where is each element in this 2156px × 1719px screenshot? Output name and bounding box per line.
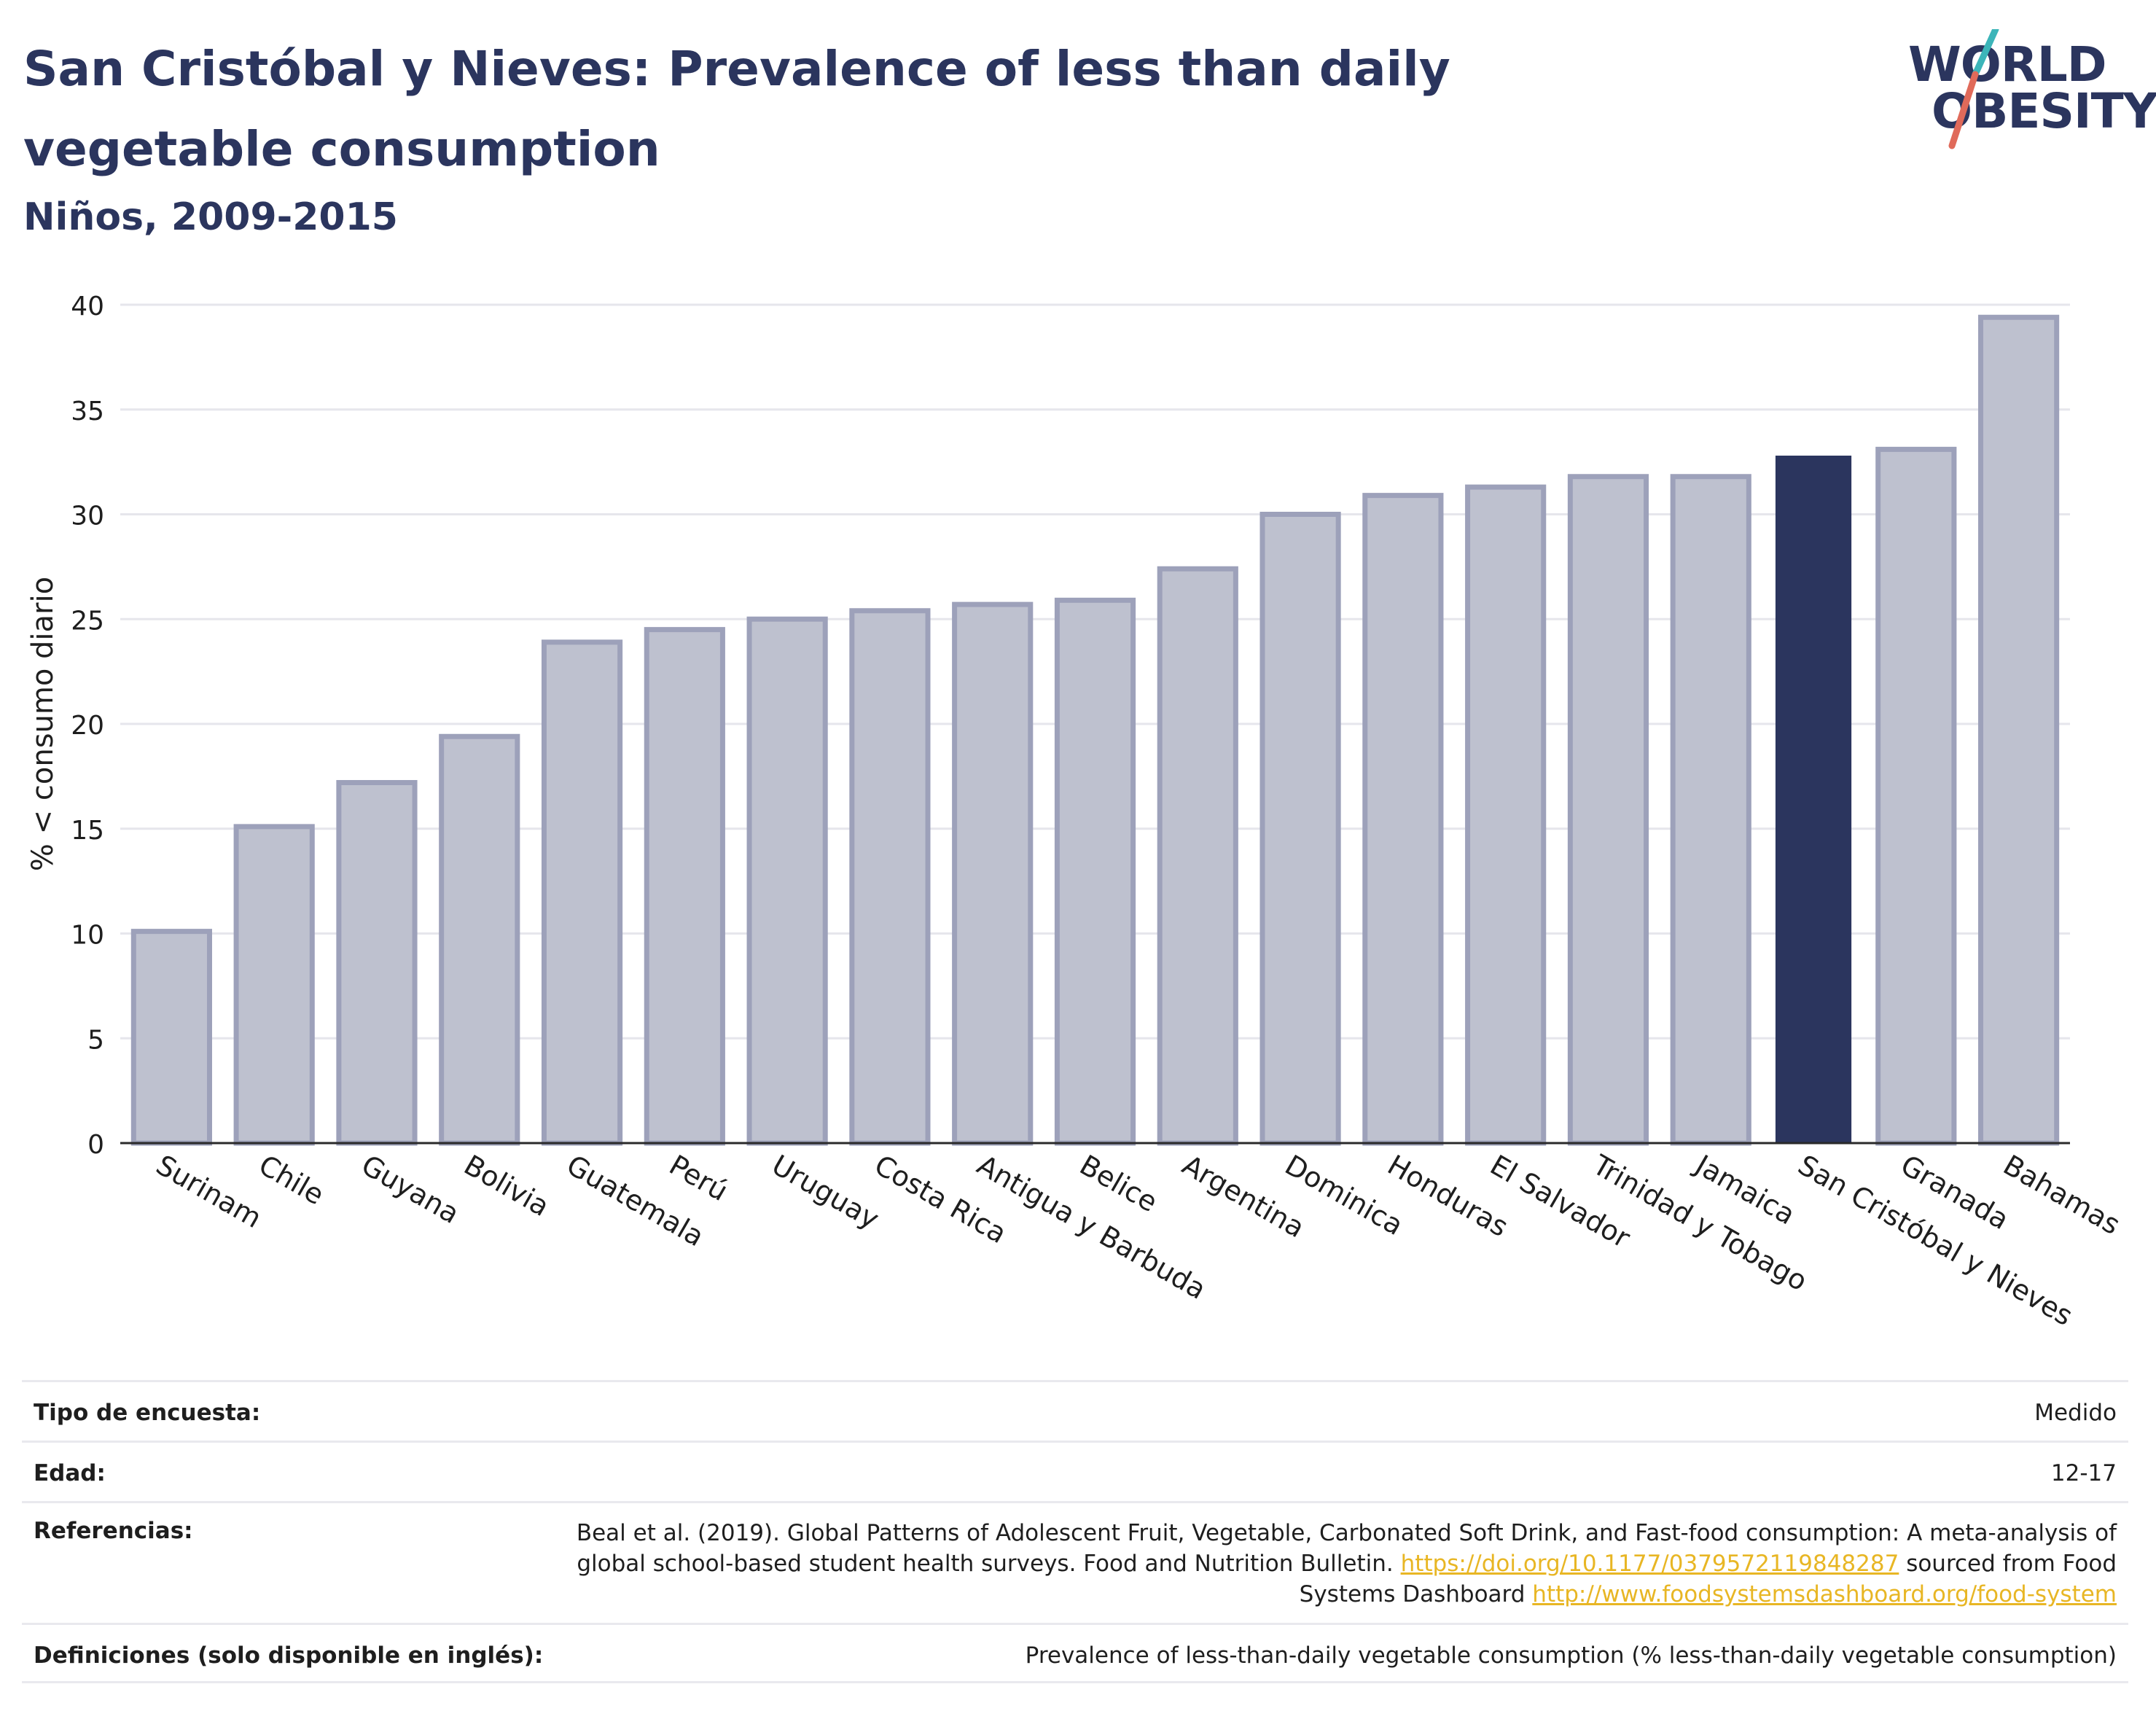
bar [644,627,725,1146]
logo-slash-icon [1948,29,1999,149]
references-value: Beal et al. (2019). Global Patterns of A… [513,1518,2117,1610]
y-tick-label: 20 [71,711,104,741]
y-tick-label: 30 [71,502,104,531]
definitions-label: Definiciones (solo disponible en inglés)… [34,1642,544,1669]
age-value: 12-17 [2050,1460,2117,1486]
info-table: Tipo de encuesta: Medido Edad: 12-17 Ref… [22,1380,2128,1683]
age-label: Edad: [34,1460,106,1486]
y-tick-label: 0 [87,1130,104,1160]
bar [336,780,418,1146]
x-tick-label: Bolivia [458,1149,555,1223]
bar [1157,566,1238,1146]
age-row: Edad: 12-17 [22,1441,2128,1501]
bar [1978,314,2060,1146]
y-tick-label: 40 [71,292,104,321]
bar [439,733,520,1146]
doi-link[interactable]: https://doi.org/10.1177/0379572119848287 [1400,1551,1899,1577]
x-tick-label: Uruguay [767,1149,885,1236]
bar [233,824,315,1146]
bar [1362,493,1444,1146]
y-axis-label: % < consumo diario [26,577,60,871]
references-label: Referencias: [34,1518,193,1544]
definitions-value: Prevalence of less-than-daily vegetable … [1025,1642,2117,1669]
survey-type-value: Medido [2034,1400,2117,1426]
x-tick-label: Guyana [356,1149,464,1230]
bar [746,616,828,1146]
bar [1775,456,1852,1143]
definitions-row: Definiciones (solo disponible en inglés)… [22,1623,2128,1683]
references-row: Referencias: Beal et al. (2019). Global … [22,1501,2128,1623]
chart-subtitle: Niños, 2009-2015 [23,195,398,239]
bar [1670,474,1751,1146]
chart-title: San Cristóbal y Nieves: Prevalence of le… [23,41,1450,177]
y-tick-label: 15 [71,816,104,846]
x-tick-label: Surinam [151,1149,267,1234]
bar [130,929,212,1146]
bar [952,601,1034,1146]
bar [849,608,931,1146]
x-tick-label: Bahamas [1998,1149,2125,1242]
reference-text: Beal et al. (2019). Global Patterns of A… [576,1520,2117,1577]
bar [1054,597,1136,1146]
bar [1567,474,1649,1146]
bar [1465,484,1547,1146]
y-tick-label: 25 [71,606,104,636]
bar [1875,446,1957,1146]
bar-chart: 0 5 10 15 20 25 30 35 40 % < consumo diario Surina… [26,292,2125,1332]
survey-type-label: Tipo de encuesta: [34,1400,261,1426]
logo-line-1: WORLD [1908,36,2107,93]
dashboard-link[interactable]: http://www.foodsystemsdashboard.org/food… [1532,1581,2117,1607]
bar [1259,512,1341,1146]
world-obesity-logo: WORLD OBESITY [1895,29,2156,153]
x-tick-label: Chile [254,1149,329,1212]
y-tick-label: 35 [71,397,104,426]
survey-type-row: Tipo de encuesta: Medido [22,1380,2128,1441]
reference-source-text: sourced from Food Systems Dashboard [1299,1551,2117,1607]
y-tick-label: 5 [87,1025,104,1055]
x-tick-label: Perú [664,1149,733,1207]
bar [541,639,623,1146]
y-tick-label: 10 [71,921,104,951]
